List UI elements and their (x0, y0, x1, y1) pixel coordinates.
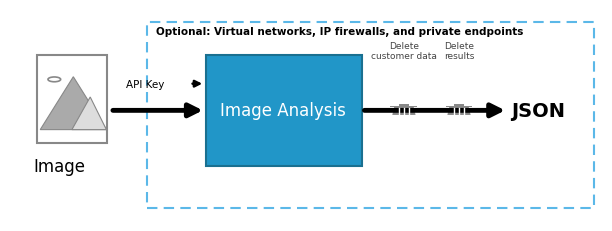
Text: Optional: Virtual networks, IP firewalls, and private endpoints: Optional: Virtual networks, IP firewalls… (156, 27, 523, 36)
Text: Image Analysis: Image Analysis (220, 102, 346, 120)
Bar (37, 55, 107, 143)
Text: API Key: API Key (125, 79, 164, 89)
Bar (399, 105, 409, 106)
Bar (390, 106, 417, 108)
Text: JSON: JSON (511, 101, 565, 120)
Polygon shape (72, 97, 106, 130)
Text: Image: Image (34, 157, 86, 175)
Polygon shape (392, 108, 416, 116)
Text: Delete
results: Delete results (444, 42, 474, 61)
Bar (206, 55, 362, 166)
Bar (454, 105, 464, 106)
Bar (147, 23, 594, 208)
Bar (446, 106, 472, 108)
Polygon shape (447, 108, 471, 116)
Polygon shape (40, 77, 106, 130)
Bar (206, 55, 362, 166)
Text: Delete
customer data: Delete customer data (371, 42, 437, 61)
